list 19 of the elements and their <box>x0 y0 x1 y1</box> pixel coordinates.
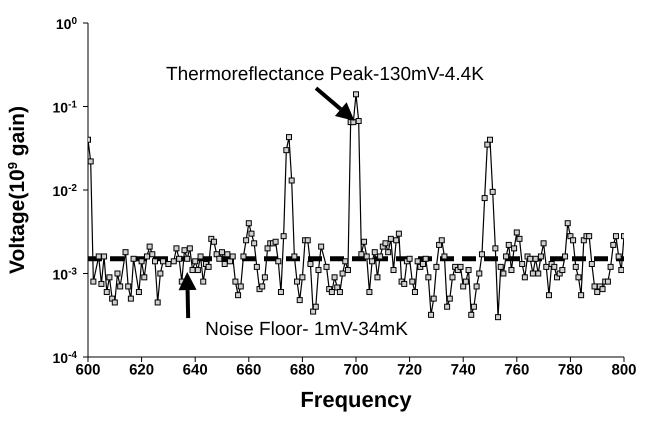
x-tick-label: 600 <box>75 362 101 379</box>
x-tick-label: 660 <box>236 362 262 379</box>
x-tick-label: 680 <box>290 362 315 379</box>
y-tick-label: 10$^{-1}$ <box>52 99 78 116</box>
y-tick-label: 10$^{-3}$ <box>52 266 78 282</box>
x-tick-label: 800 <box>611 362 637 379</box>
x-tick-label: 740 <box>450 362 476 379</box>
y-tick-label: 10$^{-2}$ <box>52 182 78 199</box>
annotation: Noise Floor- 1mV-34mK <box>205 319 408 340</box>
x-tick-label: 720 <box>397 362 422 379</box>
x-tick-label: 780 <box>558 362 583 379</box>
y-tick-label: 10$^{-4}$ <box>52 350 78 366</box>
x-axis-title: Frequency <box>300 387 412 412</box>
annotation: Thermoreflectance Peak-130mV-4.4K <box>166 64 484 86</box>
y-tick-label: 10$^{0}$ <box>56 16 78 32</box>
x-tick-label: 640 <box>182 362 208 379</box>
x-tick-label: 700 <box>343 362 369 379</box>
x-tick-label: 620 <box>129 362 154 379</box>
x-tick-label: 760 <box>504 362 530 379</box>
